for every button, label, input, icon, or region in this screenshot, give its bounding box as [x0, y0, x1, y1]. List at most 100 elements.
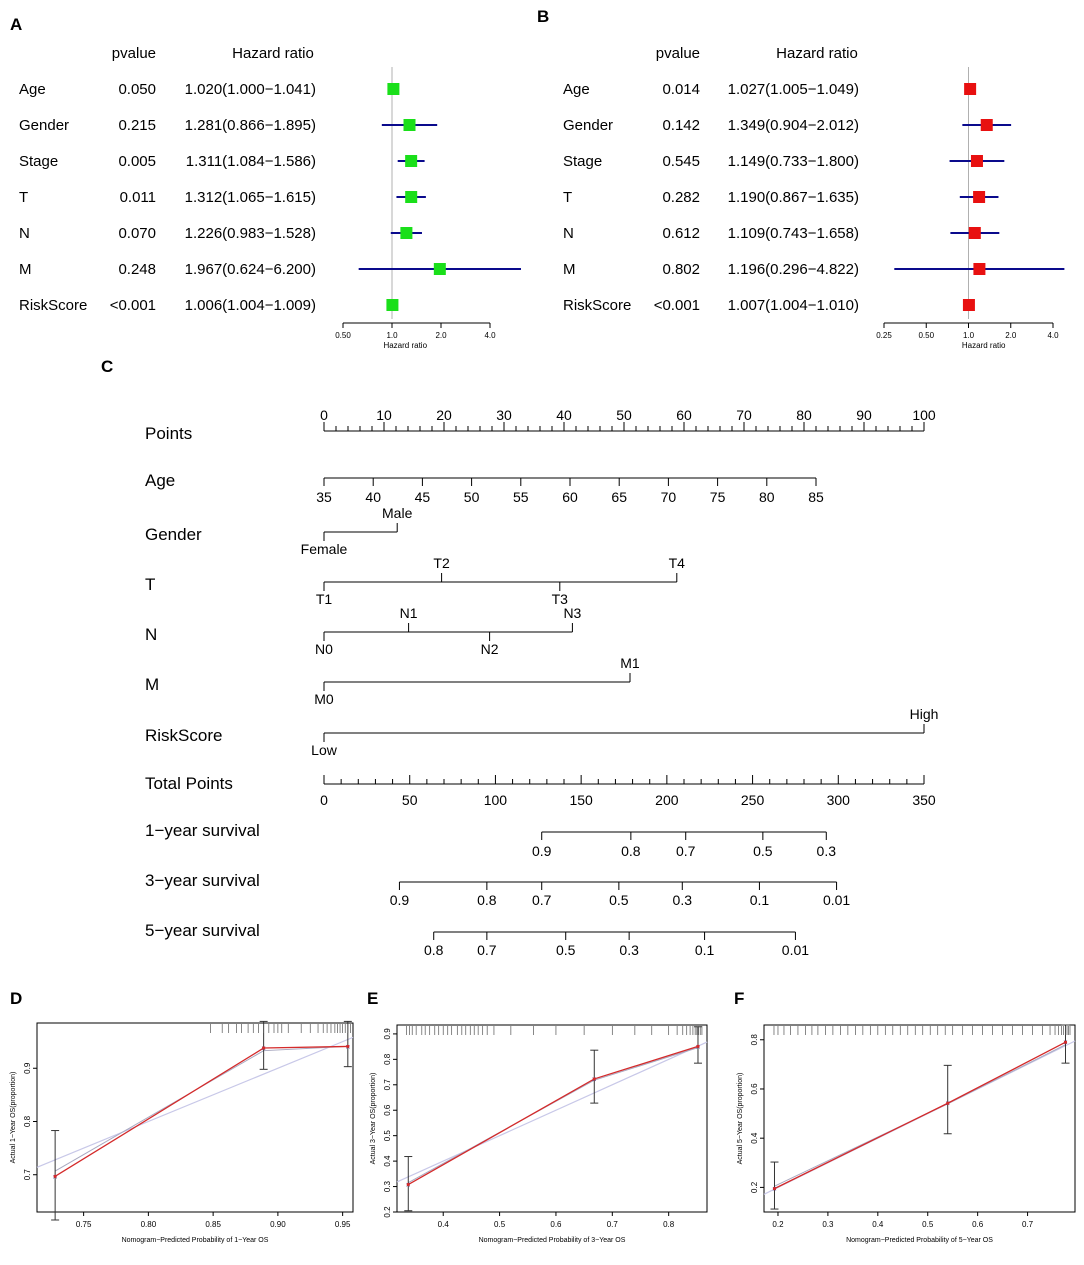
plot-frame	[396, 1024, 708, 1213]
variable-label: N	[563, 225, 574, 242]
calibration-plot-f: ×××0.20.30.40.50.60.70.20.40.60.8Nomogra…	[737, 1024, 1076, 1244]
points-tick-label: 40	[556, 407, 572, 423]
survival-tick-label: 0.3	[619, 942, 639, 958]
points-tick-label: 0	[320, 407, 328, 423]
hazard-ratio-value: 1.027(1.005−1.049)	[728, 81, 859, 98]
points-tick-label: 20	[436, 407, 452, 423]
hazard-ratio-value: 1.109(0.743−1.658)	[728, 225, 859, 242]
hazard-ratio-marker	[405, 155, 418, 167]
plot-frame	[36, 1022, 354, 1213]
bias-corrected-line	[54, 1045, 348, 1172]
forest-plot-b: pvalue Hazard ratio Age 0.014 1.027(1.005−1.…	[563, 45, 1065, 350]
x-tick-label: 2.0	[1005, 331, 1017, 340]
x-tick-label: 2.0	[435, 331, 447, 340]
pvalue-value: 0.612	[662, 225, 700, 242]
x-tick-label: 0.3	[822, 1220, 834, 1229]
variable-label: N	[19, 225, 30, 242]
points-tick-label: 100	[912, 407, 936, 423]
hazard-ratio-marker	[968, 227, 981, 239]
x-tick-label: 0.50	[918, 331, 934, 340]
hazard-ratio-marker	[403, 119, 416, 131]
pvalue-header: pvalue	[656, 45, 700, 62]
y-tick-label: 0.5	[383, 1130, 392, 1142]
variable-tick-label: T4	[669, 555, 686, 571]
panel-label-f: F	[734, 989, 744, 1008]
total-points-tick-label: 300	[827, 792, 851, 808]
x-tick-label: 0.5	[922, 1220, 934, 1229]
x-tick-label: 0.95	[335, 1220, 351, 1229]
x-tick-label: 0.6	[972, 1220, 984, 1229]
survival-label: 5−year survival	[145, 921, 260, 940]
panel-label-b: B	[537, 7, 549, 26]
y-tick-label: 0.9	[23, 1062, 32, 1074]
y-axis-title: Actual 5−Year OS(proportion)	[737, 1073, 744, 1165]
pvalue-header: pvalue	[112, 45, 156, 62]
bias-corrected-line	[408, 1047, 699, 1184]
variable-tick-label: 45	[415, 489, 431, 505]
data-point-dot	[346, 1044, 350, 1049]
y-tick-label: 0.2	[383, 1206, 392, 1218]
x-tick-label: 0.85	[205, 1220, 221, 1229]
y-tick-label: 0.8	[750, 1034, 759, 1046]
hazard-ratio-value: 1.149(0.733−1.800)	[728, 153, 859, 170]
hazard-ratio-value: 1.311(1.084−1.586)	[186, 153, 316, 170]
variable-tick-label: Low	[311, 742, 338, 758]
variable-label: Gender	[563, 117, 613, 134]
variable-label: RiskScore	[145, 726, 222, 745]
survival-tick-label: 0.01	[823, 892, 850, 908]
hazard-ratio-marker	[964, 83, 977, 95]
hazard-ratio-value: 1.007(1.004−1.010)	[728, 297, 859, 314]
hazard-ratio-marker	[386, 299, 399, 311]
variable-label: T	[563, 189, 572, 206]
survival-tick-label: 0.9	[390, 892, 410, 908]
ideal-reference-line	[396, 1041, 708, 1183]
hazard-ratio-marker	[387, 83, 400, 95]
survival-tick-label: 0.1	[750, 892, 770, 908]
total-points-tick-label: 150	[569, 792, 593, 808]
survival-tick-label: 0.7	[477, 942, 497, 958]
survival-tick-label: 0.9	[532, 843, 552, 859]
x-tick-label: 0.4	[872, 1220, 884, 1229]
survival-tick-label: 0.8	[621, 843, 641, 859]
x-axis-title: Nomogram−Predicted Probability of 1−Year…	[122, 1237, 269, 1244]
variable-label: Stage	[19, 153, 58, 170]
total-points-tick-label: 350	[912, 792, 936, 808]
variable-tick-label: 60	[562, 489, 578, 505]
variable-label: N	[145, 625, 157, 644]
survival-tick-label: 0.5	[753, 843, 773, 859]
variable-tick-label: N3	[563, 605, 581, 621]
survival-tick-label: 0.8	[477, 892, 497, 908]
variable-tick-label: 35	[316, 489, 332, 505]
survival-tick-label: 0.3	[673, 892, 693, 908]
data-point-dot	[1063, 1040, 1068, 1044]
variable-label: Age	[145, 471, 175, 490]
survival-tick-label: 0.01	[782, 942, 809, 958]
variable-tick-label: 80	[759, 489, 775, 505]
y-tick-label: 0.8	[383, 1053, 392, 1065]
y-tick-label: 0.6	[383, 1104, 392, 1116]
variable-tick-label: 75	[710, 489, 726, 505]
points-tick-label: 60	[676, 407, 692, 423]
variable-label: T	[19, 189, 28, 206]
y-tick-label: 0.2	[750, 1181, 759, 1193]
x-tick-label: 0.7	[1022, 1220, 1034, 1229]
x-tick-label: 4.0	[1047, 331, 1059, 340]
hazard-ratio-marker	[970, 155, 983, 167]
variable-tick-label: Female	[301, 541, 348, 557]
pvalue-value: 0.005	[118, 153, 156, 170]
hazard-ratio-value: 1.312(1.065−1.615)	[185, 189, 316, 206]
survival-label: 1−year survival	[145, 821, 260, 840]
x-tick-label: 0.50	[335, 331, 351, 340]
variable-tick-label: High	[910, 706, 939, 722]
variable-label: Age	[563, 81, 590, 98]
y-axis-title: Actual 3−Year OS(proportion)	[370, 1073, 377, 1165]
y-tick-label: 0.8	[23, 1115, 32, 1127]
hazard-ratio-header: Hazard ratio	[232, 45, 314, 62]
variable-label: RiskScore	[19, 297, 87, 314]
pvalue-value: 0.142	[662, 117, 700, 134]
points-tick-label: 90	[856, 407, 872, 423]
data-point-dot	[592, 1077, 596, 1081]
plot-frame	[763, 1024, 1076, 1213]
variable-tick-label: 55	[513, 489, 529, 505]
variable-tick-label: 50	[464, 489, 480, 505]
